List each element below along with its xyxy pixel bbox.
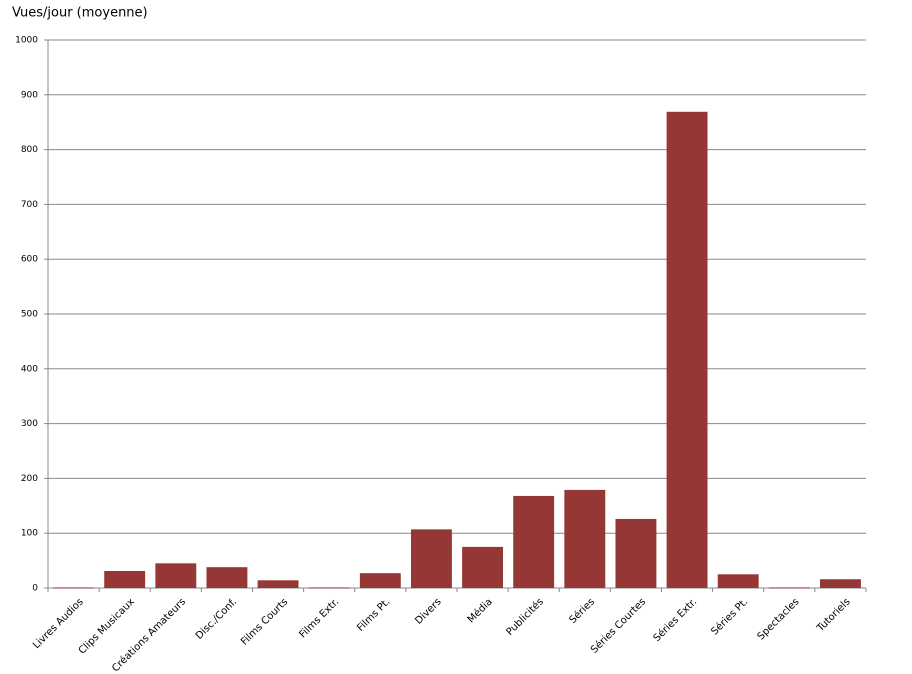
bar: [308, 587, 350, 589]
y-tick-label: 800: [21, 145, 38, 155]
x-tick-label: Livres Audios: [31, 596, 86, 651]
x-tick-label: Films Pt.: [355, 596, 392, 633]
bar: [615, 518, 657, 588]
y-tick-label: 1000: [15, 36, 38, 46]
y-tick-label: 600: [21, 255, 38, 265]
x-tick-label: Spectacles: [756, 596, 802, 642]
bar: [564, 489, 606, 588]
y-tick-label: 500: [21, 310, 38, 320]
y-tick-label: 0: [32, 584, 38, 594]
x-tick-label: Films Extr.: [297, 596, 341, 640]
x-tick-label: Séries Courtes: [588, 596, 648, 656]
y-tick-label: 700: [21, 200, 38, 210]
bar: [410, 529, 452, 588]
bar: [359, 573, 401, 588]
bar: [104, 571, 146, 588]
y-tick-label: 300: [21, 419, 38, 429]
x-tick-label: Média: [465, 596, 495, 626]
bar: [513, 495, 555, 588]
x-tick-label: Séries: [567, 596, 597, 626]
chart-title: Vues/jour (moyenne): [12, 6, 148, 21]
x-tick-label: Séries Extr.: [651, 596, 699, 644]
y-tick-label: 100: [21, 529, 38, 539]
bar: [819, 579, 861, 588]
x-tick-label: Publicités: [504, 596, 546, 638]
bar: [666, 111, 708, 589]
bar: [717, 574, 759, 588]
x-tick-label: Tutoriels: [814, 596, 852, 634]
bar: [206, 567, 248, 588]
bar: [257, 580, 299, 588]
x-tick-label: Divers: [413, 596, 443, 626]
bar: [462, 546, 504, 588]
y-tick-label: 400: [21, 364, 38, 374]
bar: [53, 587, 95, 589]
x-tick-label: Disc./Conf.: [194, 596, 239, 641]
x-tick-label: Séries Pt.: [709, 596, 751, 638]
x-tick-label: Films Courts: [239, 596, 290, 647]
y-tick-label: 900: [21, 90, 38, 100]
bar: [155, 563, 197, 588]
bar: [768, 587, 810, 589]
y-tick-label: 200: [21, 474, 38, 484]
